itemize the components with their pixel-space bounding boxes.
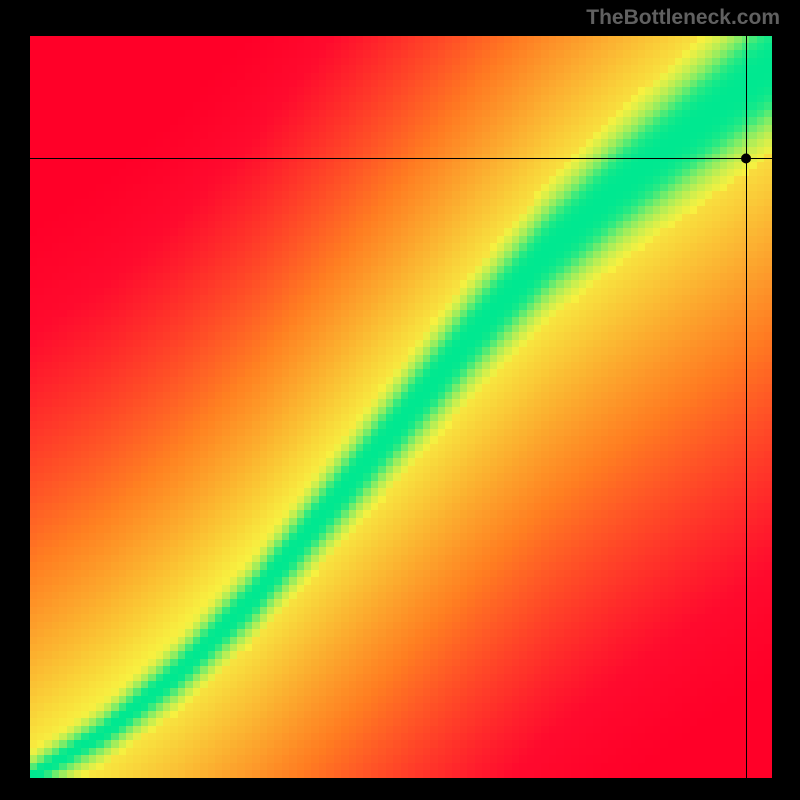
bottleneck-heatmap	[30, 36, 772, 778]
watermark-text: TheBottleneck.com	[586, 6, 780, 30]
chart-container: TheBottleneck.com	[0, 0, 800, 800]
